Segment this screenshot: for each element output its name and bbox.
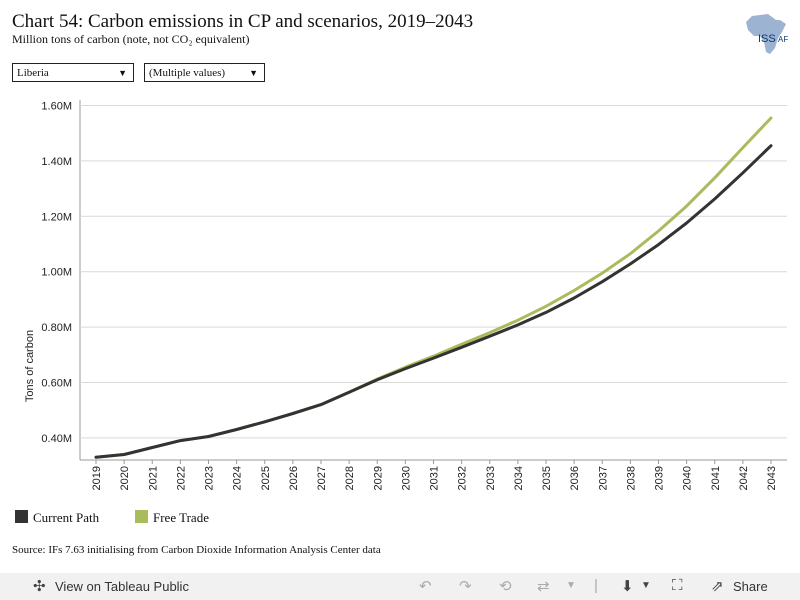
- refresh-menu-icon[interactable]: ▼: [566, 580, 576, 591]
- x-tick-label: 2039: [654, 466, 666, 490]
- legend-label: Free Trade: [153, 510, 209, 525]
- x-tick-label: 2024: [232, 466, 244, 490]
- x-tick-label: 2036: [569, 466, 581, 490]
- y-tick-label: 0.60M: [41, 377, 72, 389]
- legend-item-free-trade[interactable]: Free Trade: [135, 510, 209, 526]
- x-tick-label: 2026: [288, 466, 300, 490]
- x-tick-label: 2030: [400, 466, 412, 490]
- logo-text: ISS: [758, 33, 776, 45]
- legend-item-current-path[interactable]: Current Path: [15, 510, 99, 526]
- y-tick-label: 0.40M: [41, 433, 72, 445]
- x-tick-label: 2021: [147, 466, 159, 490]
- x-tick-label: 2022: [175, 466, 187, 490]
- share-icon[interactable]: ⇗: [711, 578, 724, 595]
- x-tick-label: 2041: [710, 466, 722, 490]
- x-tick-label: 2032: [457, 466, 469, 490]
- x-tick-label: 2034: [513, 466, 525, 490]
- series-line-current-path[interactable]: [94, 144, 773, 459]
- country-dropdown-value: Liberia: [17, 67, 49, 79]
- x-tick-label: 2042: [738, 466, 750, 490]
- redo-icon[interactable]: ↷: [459, 578, 472, 595]
- y-tick-label: 1.60M: [41, 101, 72, 113]
- fullscreen-icon[interactable]: ⛶: [672, 577, 683, 594]
- logo-suffix: AF: [778, 35, 788, 44]
- x-tick-label: 2038: [625, 466, 637, 490]
- x-tick-label: 2027: [316, 466, 328, 490]
- y-tick-label: 1.40M: [41, 156, 72, 168]
- x-tick-label: 2029: [372, 466, 384, 490]
- x-tick-label: 2035: [541, 466, 553, 490]
- x-tick-label: 2023: [204, 466, 216, 490]
- y-tick-label: 1.00M: [41, 267, 72, 279]
- chart-subtitle: Million tons of carbon (note, not CO₂ eq…: [12, 32, 250, 46]
- y-tick-label: 0.80M: [41, 322, 72, 334]
- x-tick-label: 2043: [766, 466, 778, 490]
- legend-label: Current Path: [33, 510, 100, 525]
- tableau-toolbar: ✣ View on Tableau Public ↶ ↷ ⟲ ⇄ ▼ | ⬇ ▼…: [0, 573, 800, 600]
- y-tick-label: 1.20M: [41, 211, 72, 223]
- y-axis-label: Tons of carbon: [24, 330, 36, 402]
- download-icon[interactable]: ⬇: [621, 578, 634, 595]
- country-dropdown[interactable]: Liberia ▼: [12, 63, 134, 82]
- x-tick-label: 2031: [429, 466, 441, 490]
- chart-title: Chart 54: Carbon emissions in CP and sce…: [12, 11, 474, 32]
- refresh-icon[interactable]: ⇄: [537, 578, 550, 595]
- dropdown-arrow-icon: ▼: [249, 68, 258, 78]
- download-menu-icon[interactable]: ▼: [641, 580, 651, 591]
- share-button[interactable]: Share: [733, 579, 768, 594]
- x-tick-label: 2033: [485, 466, 497, 490]
- series-line-free-trade[interactable]: [94, 116, 773, 459]
- scenario-dropdown[interactable]: (Multiple values) ▼: [144, 63, 265, 82]
- source-note: Source: IFs 7.63 initialising from Carbo…: [12, 544, 381, 556]
- x-tick-label: 2019: [91, 466, 103, 490]
- revert-icon[interactable]: ⟲: [499, 578, 512, 595]
- x-tick-label: 2028: [344, 466, 356, 490]
- tableau-icon: ✣: [33, 578, 46, 595]
- undo-icon[interactable]: ↶: [419, 578, 432, 595]
- legend-swatch: [15, 510, 28, 523]
- x-tick-label: 2040: [682, 466, 694, 490]
- issafrica-logo[interactable]: ISS AF: [742, 12, 790, 56]
- x-tick-label: 2020: [119, 466, 131, 490]
- view-on-tableau-link[interactable]: View on Tableau Public: [55, 579, 189, 594]
- scenario-dropdown-value: (Multiple values): [149, 67, 226, 79]
- x-tick-label: 2037: [597, 466, 609, 490]
- dropdown-arrow-icon: ▼: [118, 68, 127, 78]
- x-tick-label: 2025: [260, 466, 272, 490]
- toolbar-divider: |: [594, 577, 598, 594]
- line-chart[interactable]: 0.40M 0.60M 0.80M 1.00M 1.20M 1.40M 1.60M 2019…: [0, 90, 800, 500]
- legend-swatch: [135, 510, 148, 523]
